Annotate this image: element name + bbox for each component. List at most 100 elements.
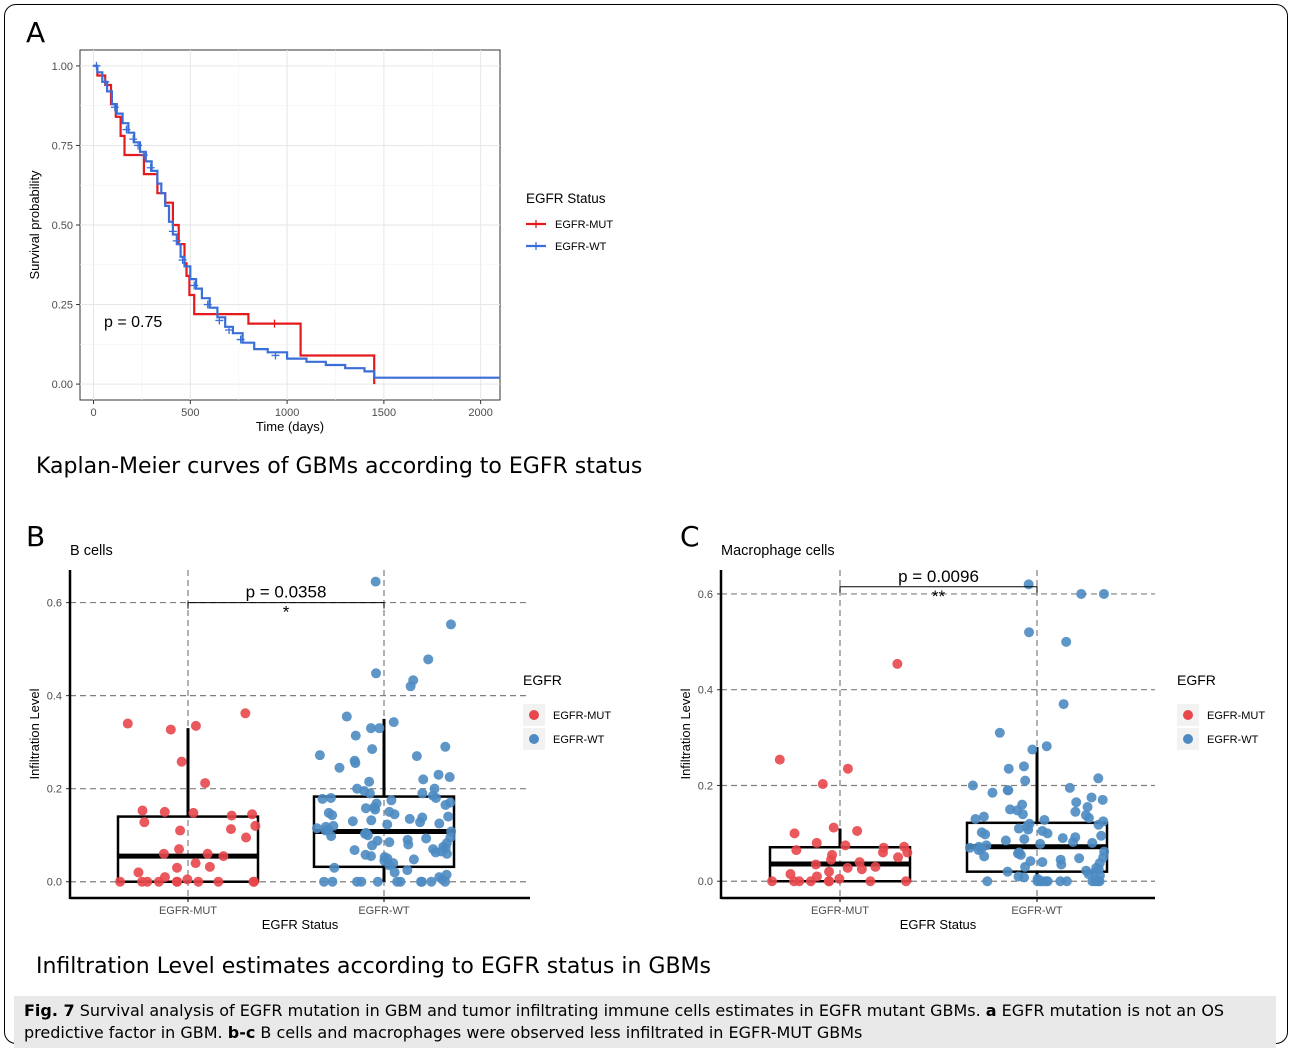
data-point-egfr-wt [1071, 797, 1082, 808]
data-point-egfr-mut [250, 820, 261, 831]
censor-mark [168, 227, 177, 236]
data-point-egfr-wt [980, 829, 991, 840]
data-point-egfr-mut [247, 809, 258, 820]
data-point-egfr-mut [190, 858, 201, 869]
data-point-egfr-mut [767, 876, 778, 887]
y-tick-label: 0.75 [52, 140, 73, 152]
data-point-egfr-wt [440, 741, 451, 752]
legend-key-point [1183, 734, 1193, 744]
data-point-egfr-wt [964, 842, 975, 853]
legend-title: EGFR [1177, 672, 1216, 688]
data-point-egfr-mut [810, 859, 821, 870]
censor-mark [225, 326, 234, 334]
data-point-egfr-wt [1096, 830, 1107, 841]
censor-mark [236, 335, 245, 344]
panel-label-b: B [26, 520, 46, 553]
data-point-egfr-mut [193, 876, 204, 887]
caption-text-2: EGFR mutation is not an OS predictive fa… [24, 1001, 1225, 1042]
data-point-egfr-wt [408, 854, 419, 865]
data-point-egfr-mut [900, 876, 911, 887]
km-survival-chart: 0 500 1000 1500 2000 0.00 0.25 0.50 0.75 1.00 p = … [27, 49, 613, 434]
caption-fig-label: Fig. 7 [24, 1001, 75, 1020]
data-point-egfr-wt [426, 876, 437, 887]
legend-title: EGFR Status [526, 191, 606, 206]
data-point-egfr-wt [356, 876, 367, 887]
data-point-egfr-wt [1093, 819, 1104, 830]
data-point-egfr-wt [388, 717, 399, 728]
data-point-egfr-wt [372, 876, 383, 887]
data-point-egfr-mut [892, 658, 903, 669]
data-point-egfr-mut [834, 873, 845, 884]
data-point-egfr-wt [403, 839, 414, 850]
y-axis-label: Infiltration Level [27, 688, 42, 779]
data-point-egfr-wt [415, 817, 426, 828]
data-point-egfr-mut [202, 848, 213, 859]
data-point-egfr-wt [1024, 627, 1035, 638]
data-point-egfr-wt [1086, 792, 1097, 803]
data-point-egfr-wt [1097, 794, 1108, 805]
data-point-egfr-wt [1002, 866, 1013, 877]
data-point-egfr-wt [1023, 579, 1034, 590]
data-point-egfr-wt [1070, 806, 1081, 817]
censor-mark [92, 61, 101, 70]
panel-label-c: C [680, 520, 700, 553]
data-point-egfr-wt [1093, 876, 1104, 887]
km-heading: Kaplan-Meier curves of GBMs according to… [36, 454, 643, 479]
censor-mark [134, 141, 143, 150]
caption-text-3: B cells and macrophages were observed le… [255, 1023, 863, 1042]
data-point-egfr-wt [1087, 837, 1098, 848]
data-point-egfr-mut [122, 718, 133, 729]
data-point-egfr-mut [153, 876, 164, 887]
data-point-egfr-wt [434, 818, 445, 829]
censor-mark [215, 316, 224, 325]
y-tick-label: 0.6 [698, 589, 713, 601]
data-point-egfr-mut [877, 847, 888, 858]
data-point-egfr-wt [1017, 809, 1028, 820]
data-point-egfr-wt [326, 831, 337, 842]
data-point-egfr-wt [1035, 838, 1046, 849]
data-point-egfr-wt [967, 780, 978, 791]
data-point-egfr-wt [1023, 824, 1034, 835]
data-point-egfr-wt [1003, 785, 1014, 796]
y-tick-label: 0.00 [52, 379, 73, 391]
data-point-egfr-wt [350, 758, 361, 769]
x-axis-label: EGFR Status [900, 917, 977, 932]
data-point-egfr-wt [314, 750, 325, 761]
censor-mark [178, 256, 187, 264]
data-point-egfr-wt [1083, 813, 1094, 824]
significance-stars: ** [932, 587, 946, 606]
data-point-egfr-mut [791, 845, 802, 856]
y-tick-label: 0.2 [698, 780, 713, 792]
data-point-egfr-mut [805, 876, 816, 887]
data-point-egfr-wt [1013, 823, 1024, 834]
data-point-egfr-wt [1018, 872, 1029, 883]
data-point-egfr-mut [226, 810, 237, 821]
x-tick-label: EGFR-MUT [811, 905, 869, 917]
data-point-egfr-wt [430, 847, 441, 858]
data-point-egfr-wt [360, 803, 371, 814]
data-point-egfr-wt [334, 762, 345, 773]
censor-mark [190, 281, 199, 290]
data-point-egfr-wt [1041, 741, 1052, 752]
data-point-egfr-wt [1039, 814, 1050, 825]
data-point-egfr-wt [411, 751, 422, 762]
macrophage-boxplot: Macrophage cells 0.0 0.2 0.4 0.6 EGFR-MUT EGFR… [678, 543, 1265, 932]
data-point-egfr-wt [370, 804, 381, 815]
data-point-egfr-wt [1064, 782, 1075, 793]
legend-label-egfr-wt: EGFR-WT [1207, 734, 1259, 746]
data-point-egfr-wt [370, 576, 381, 587]
data-point-egfr-wt [371, 668, 382, 679]
data-point-egfr-wt [1037, 857, 1048, 868]
data-point-egfr-wt [365, 851, 376, 862]
data-point-egfr-wt [1057, 833, 1068, 844]
data-point-egfr-wt [979, 851, 990, 862]
infiltration-heading: Infiltration Level estimates according t… [36, 954, 711, 979]
y-tick-label: 0.50 [52, 220, 73, 232]
panel-label-a: A [26, 16, 46, 49]
data-point-egfr-wt [417, 788, 428, 799]
data-point-egfr-wt [329, 862, 340, 873]
data-point-egfr-wt [430, 792, 441, 803]
x-tick-label: EGFR-WT [358, 905, 410, 917]
data-point-egfr-mut [893, 852, 904, 863]
significance-bracket [187, 602, 385, 609]
